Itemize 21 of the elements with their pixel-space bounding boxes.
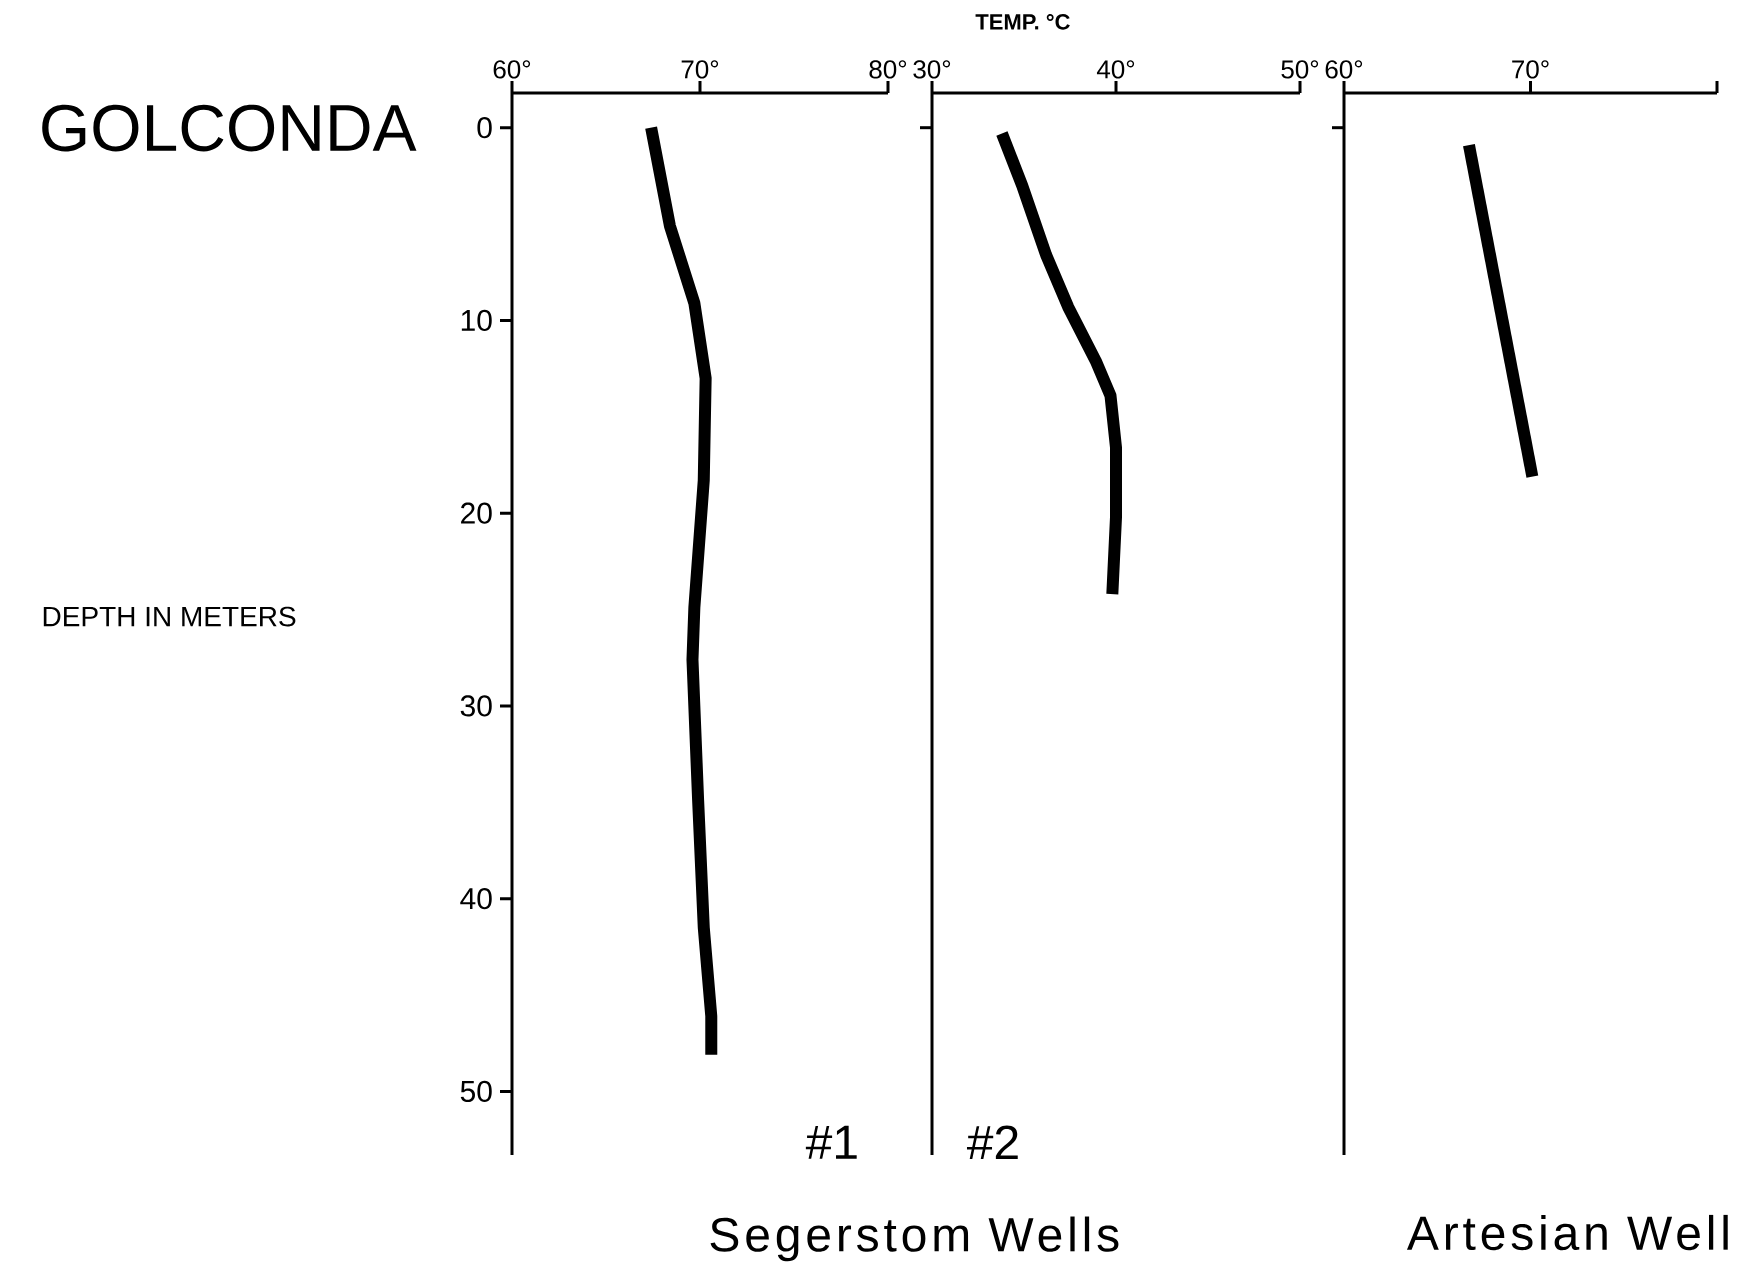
y-tick-label: 0: [477, 117, 492, 139]
text: Segerstom Wells: [710, 1216, 1119, 1262]
x-tick-label: 50°: [1281, 60, 1319, 79]
y-tick-label: 20: [461, 502, 492, 524]
x-tick-label: 60°: [493, 60, 531, 79]
x-tick-label: 30°: [913, 60, 951, 79]
x-tick-label: 70°: [681, 60, 719, 79]
text: Artesian Well: [1406, 1214, 1728, 1251]
y-tick-label: 40: [460, 888, 492, 910]
x-axis-title: TEMP. °C: [975, 14, 1070, 30]
x-tick-label: 60°: [1325, 60, 1363, 79]
y-tick-label: 30: [460, 695, 492, 717]
x-tick-label: 70°: [1512, 60, 1549, 79]
annotation: #2: [966, 1125, 1018, 1160]
x-tick-label: 80°: [869, 60, 907, 79]
annotation: #1: [805, 1125, 857, 1159]
y-tick-label: 50: [460, 1080, 492, 1103]
x-tick-label: 40°: [1096, 60, 1135, 79]
chart-title: GOLCONDA: [42, 104, 417, 152]
y-axis-title: DEPTH IN METERS: [43, 606, 296, 627]
y-tick-label: 10: [461, 309, 492, 332]
